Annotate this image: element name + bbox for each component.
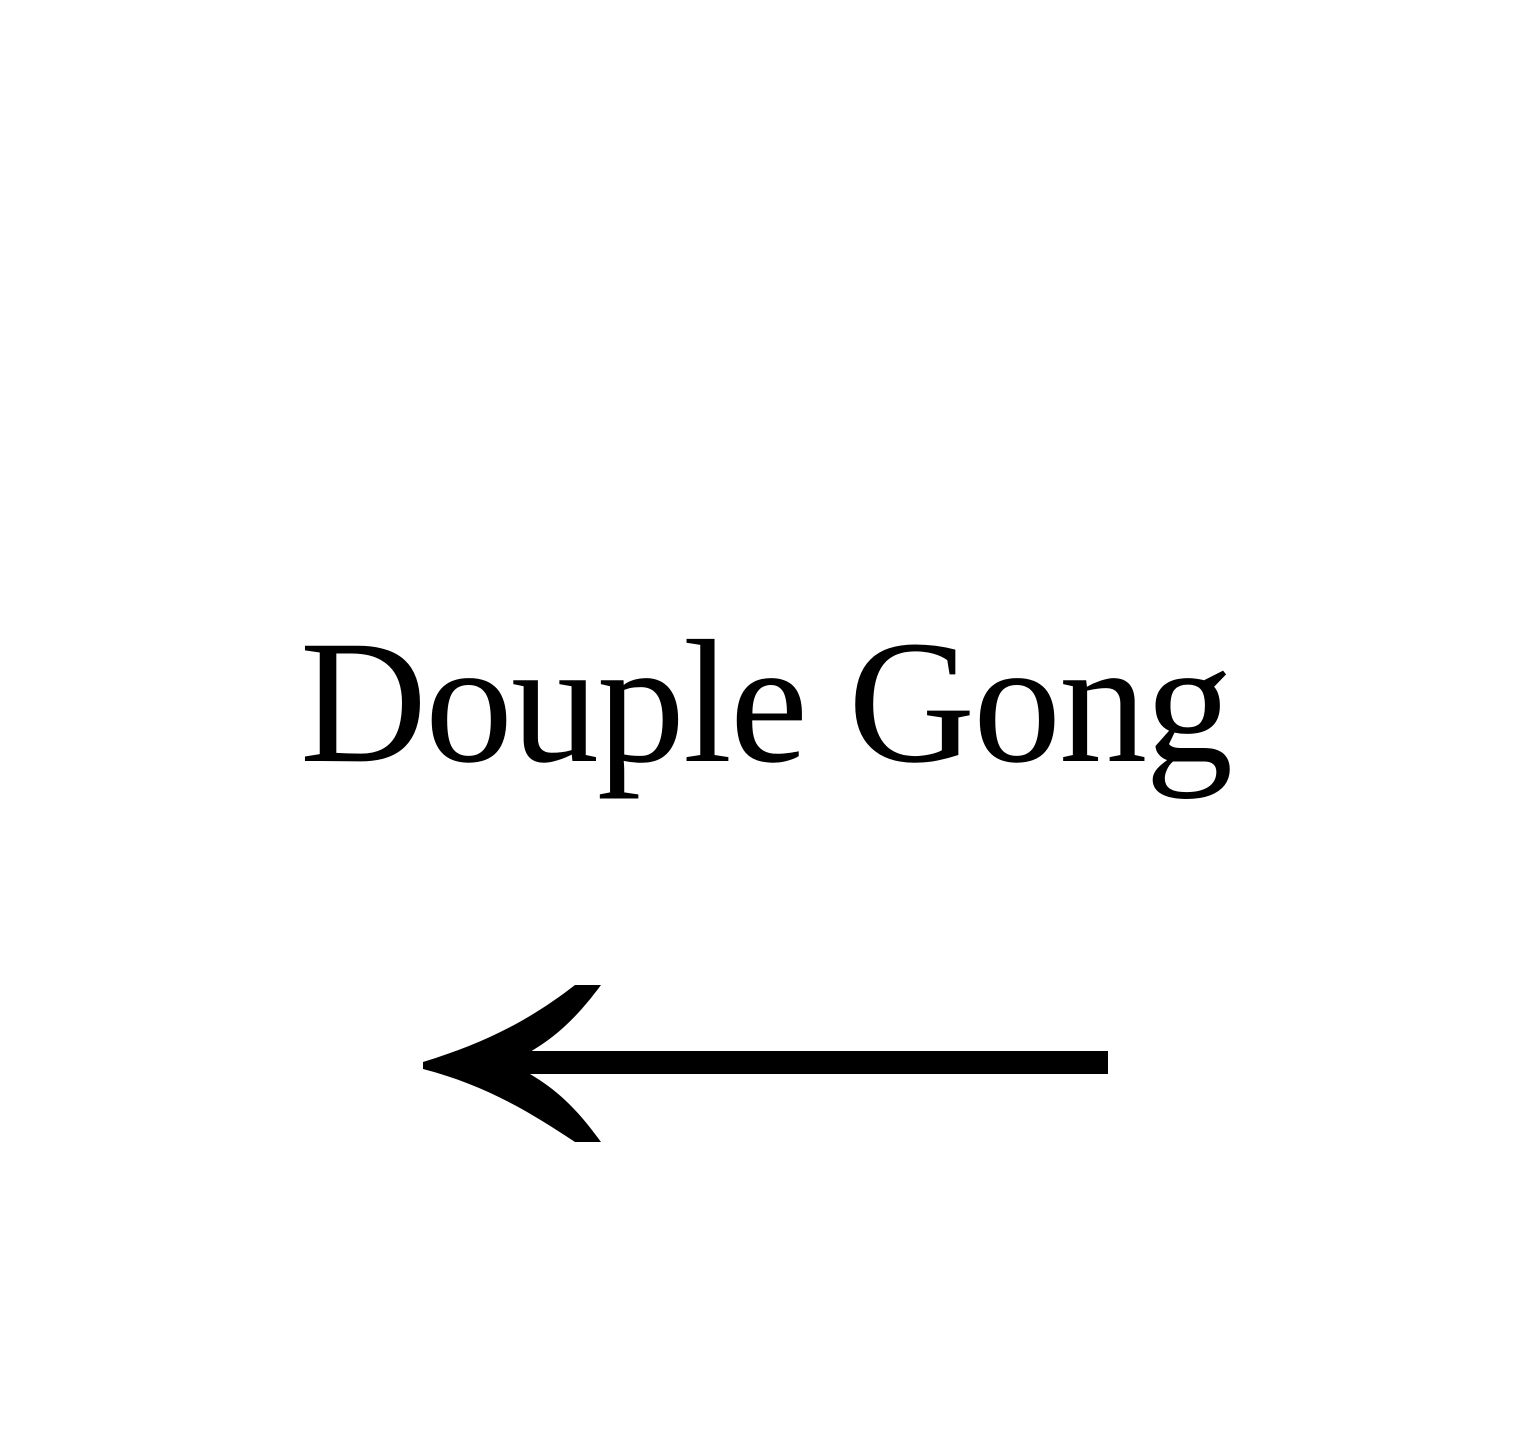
arrow-left-icon <box>423 985 1108 1142</box>
arrow-shaft <box>520 1051 1108 1074</box>
arrow-head <box>423 985 601 1142</box>
sign-label: Douple Gong <box>299 605 1233 800</box>
